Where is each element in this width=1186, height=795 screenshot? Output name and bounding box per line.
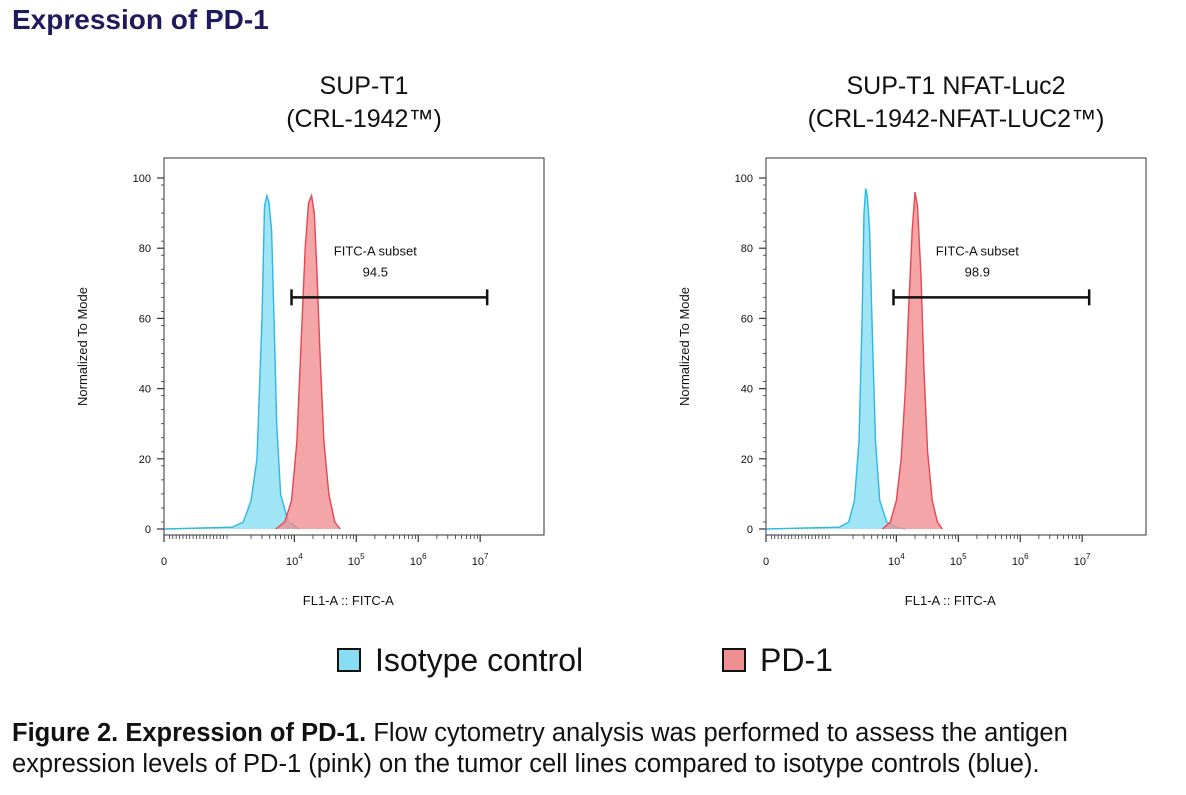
x-axis-title: FL1-A :: FITC-A [303,593,394,608]
x-tick-label: 106 [410,552,427,568]
series-line-pd-1 [882,191,943,530]
series-line-isotype-control [163,192,300,530]
x-tick-label: 105 [348,552,365,568]
y-tick-label: 0 [145,524,151,536]
legend-item-pd1: PD-1 [722,640,833,680]
page-title: Expression of PD-1 [12,4,269,35]
y-tick-label: 60 [139,313,151,325]
series-fill-pd-1 [275,195,341,529]
panel-title-line1: SUP-T1 [319,72,409,100]
x-tick-label: 107 [472,552,489,568]
series-fill-isotype-control [766,188,906,529]
y-tick-label: 20 [741,454,753,466]
legend-label: Isotype control [375,641,584,678]
panel-title-sup-t1: SUP-T1 (CRL-1942™) [144,70,584,136]
y-tick-label: 80 [139,243,151,255]
y-tick-label: 80 [741,243,753,255]
gate-value: 94.5 [363,264,388,279]
figure-caption: Figure 2. Expression of PD-1. Flow cytom… [12,718,1172,780]
x-tick-label: 0 [763,556,769,568]
caption-bold: Figure 2. Expression of PD-1. [12,719,367,747]
y-tick-label: 20 [139,454,151,466]
plot-frame [765,157,1147,536]
gate-label: FITC-A subset [936,243,1019,258]
x-axis-title: FL1-A :: FITC-A [905,593,996,608]
legend-item-isotype: Isotype control [337,640,583,680]
gate-value: 98.9 [965,264,990,279]
x-tick-label: 104 [888,552,905,568]
y-tick-label: 40 [741,384,753,396]
legend-label: PD-1 [760,641,833,678]
y-axis-title: Normalized To Mode [75,287,90,406]
panel-title-line1: SUP-T1 NFAT-Luc2 [846,72,1066,100]
caption-text: Flow cytometry analysis was performed to… [12,719,1068,778]
y-tick-label: 0 [747,524,753,536]
x-tick-label: 107 [1074,552,1091,568]
x-tick-label: 106 [1012,552,1029,568]
x-tick-label: 104 [286,552,303,568]
x-tick-label: 105 [950,552,967,568]
y-tick-label: 60 [741,313,753,325]
series-fill-isotype-control [164,195,300,529]
series-fill-pd-1 [882,192,943,529]
histogram-charts: 0 20 40 60 80 100 Normalized To Mode 0 104 105 106… [75,157,1147,608]
legend-swatch-isotype [337,648,361,672]
y-axis-title: Normalized To Mode [677,287,692,406]
panel-title-line2: (CRL-1942™) [286,105,442,133]
gate-label: FITC-A subset [334,243,417,258]
panel-title-line2: (CRL-1942-NFAT-LUC2™) [807,105,1105,133]
y-tick-label: 40 [139,384,151,396]
y-tick-label: 100 [735,173,753,185]
plot-frame [163,157,545,536]
panel-title-nfat-luc2: SUP-T1 NFAT-Luc2 (CRL-1942-NFAT-LUC2™) [736,70,1176,136]
histogram-panel-1: 0 20 40 60 80 100 Normalized To Mode 0 104 105 106… [75,157,545,608]
series-line-isotype-control [765,188,906,530]
series-line-pd-1 [275,193,341,530]
x-tick-label: 0 [161,556,167,568]
y-tick-label: 100 [133,173,151,185]
legend-swatch-pd1 [722,648,746,672]
histogram-panel-2: 0 20 40 60 80 100 Normalized To Mode 0 104 105 106… [677,157,1147,608]
